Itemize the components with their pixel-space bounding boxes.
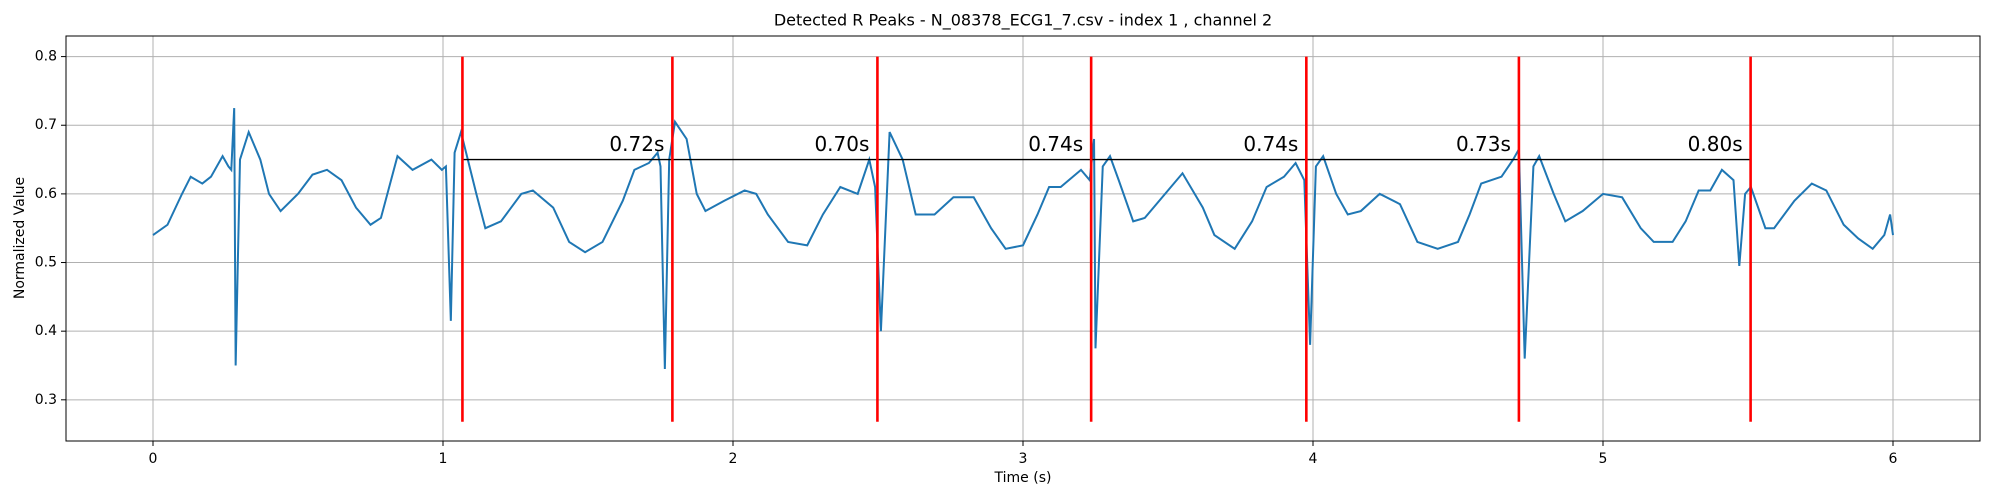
y-tick-label: 0.5 — [35, 255, 57, 271]
x-tick-label: 1 — [439, 451, 448, 467]
y-tick-label: 0.7 — [35, 117, 57, 133]
y-tick-label: 0.8 — [35, 49, 57, 65]
y-tick-label: 0.3 — [35, 392, 57, 408]
y-tick-label: 0.4 — [35, 323, 57, 339]
interval-label: 0.74s — [1243, 132, 1298, 156]
interval-label: 0.74s — [1028, 132, 1083, 156]
x-tick-label: 0 — [149, 451, 158, 467]
x-tick-label: 5 — [1599, 451, 1608, 467]
x-tick-label: 2 — [729, 451, 738, 467]
interval-label: 0.80s — [1688, 132, 1743, 156]
x-tick-label: 4 — [1309, 451, 1318, 467]
interval-label: 0.72s — [609, 132, 664, 156]
x-tick-label: 3 — [1019, 451, 1028, 467]
y-tick-label: 0.6 — [35, 186, 57, 202]
chart-title: Detected R Peaks - N_08378_ECG1_7.csv - … — [774, 11, 1272, 31]
interval-label: 0.73s — [1456, 132, 1511, 156]
ecg-line — [152, 108, 1894, 369]
interval-label: 0.70s — [814, 132, 869, 156]
plot-frame — [65, 35, 1981, 442]
x-tick-label: 6 — [1889, 451, 1898, 467]
x-axis-label: Time (s) — [994, 470, 1052, 486]
y-axis-label: Normalized Value — [12, 177, 28, 299]
